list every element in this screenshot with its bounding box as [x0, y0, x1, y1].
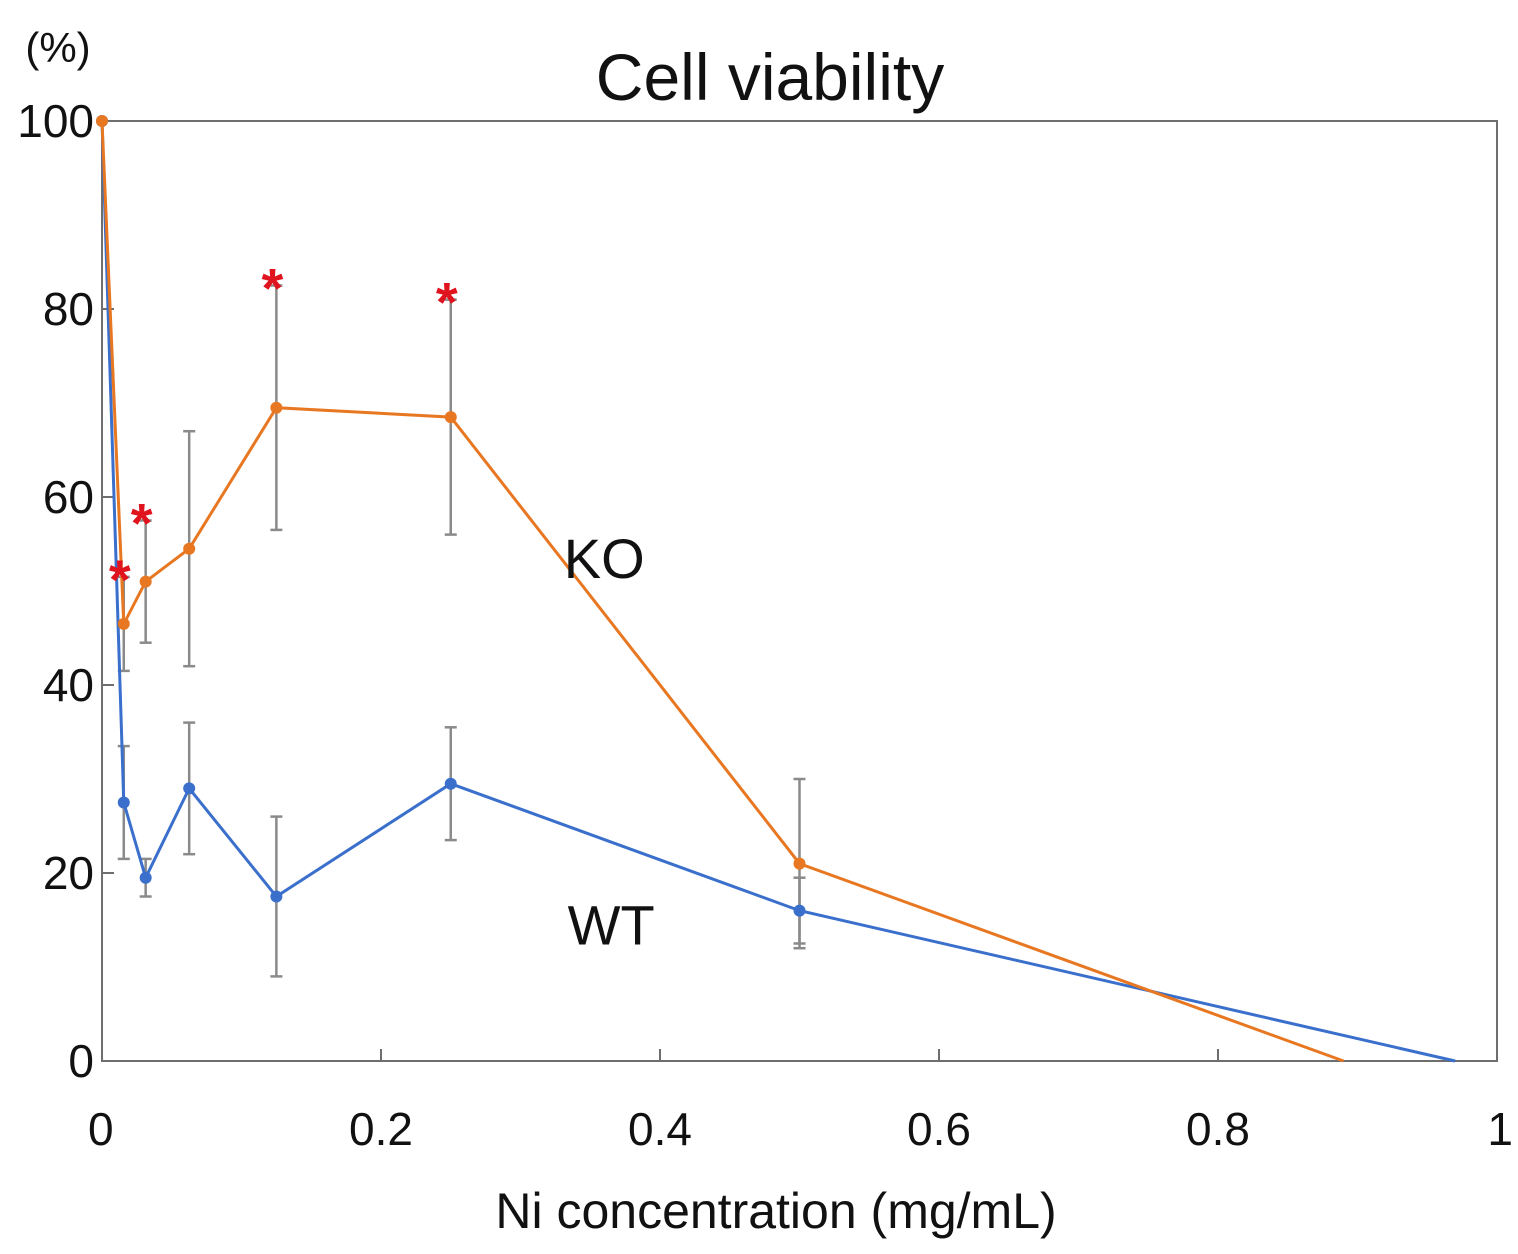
x-tick-label: 0.4 [628, 1103, 692, 1155]
axis-ticks: 0 0.2 0.4 0.6 0.8 1 0 20 40 60 80 100 [17, 95, 1513, 1155]
wt-data-point [183, 782, 196, 795]
x-axis-label: Ni concentration (mg/mL) [495, 1183, 1056, 1239]
y-axis-unit-label: (%) [25, 24, 90, 71]
wt-data-point [444, 777, 457, 790]
series-labels: KO WT [564, 527, 655, 957]
x-tick-label: 0.8 [1186, 1103, 1250, 1155]
ko-data-point [139, 575, 152, 588]
wt-data-point [117, 796, 130, 809]
x-tick-label: 1 [1487, 1103, 1513, 1155]
chart-title: Cell viability [596, 40, 944, 114]
series-label-wt: WT [568, 894, 655, 957]
ko-data-point [444, 411, 457, 424]
significance-marker: * [436, 271, 458, 334]
x-tick-label: 0.6 [907, 1103, 971, 1155]
ko-data-point [183, 542, 196, 555]
wt-data-point [270, 890, 283, 903]
ko-data-point [117, 617, 130, 630]
ko-series-line [100, 120, 1345, 1063]
wt-data-point [139, 871, 152, 884]
ko-data-point [270, 401, 283, 414]
series-layer: *** * [96, 115, 1456, 1063]
ko-data-point [793, 857, 806, 870]
wt-series-line [100, 120, 1456, 1063]
plot-area-frame [101, 120, 1498, 1062]
y-tick-label: 40 [43, 659, 94, 711]
wt-data-point [793, 904, 806, 917]
x-tick-label: 0.2 [349, 1103, 413, 1155]
significance-marker: * [109, 548, 131, 611]
series-label-ko: KO [564, 527, 645, 590]
y-tick-label: 60 [43, 471, 94, 523]
y-tick-label: 80 [43, 283, 94, 335]
ko-data-point [96, 115, 108, 127]
significance-marker: * [261, 257, 283, 320]
y-tick-label: 0 [68, 1035, 94, 1087]
y-tick-label: 100 [17, 95, 94, 147]
significance-marker: * [131, 492, 153, 555]
x-tick-label: 0 [88, 1103, 114, 1155]
y-tick-label: 20 [43, 847, 94, 899]
